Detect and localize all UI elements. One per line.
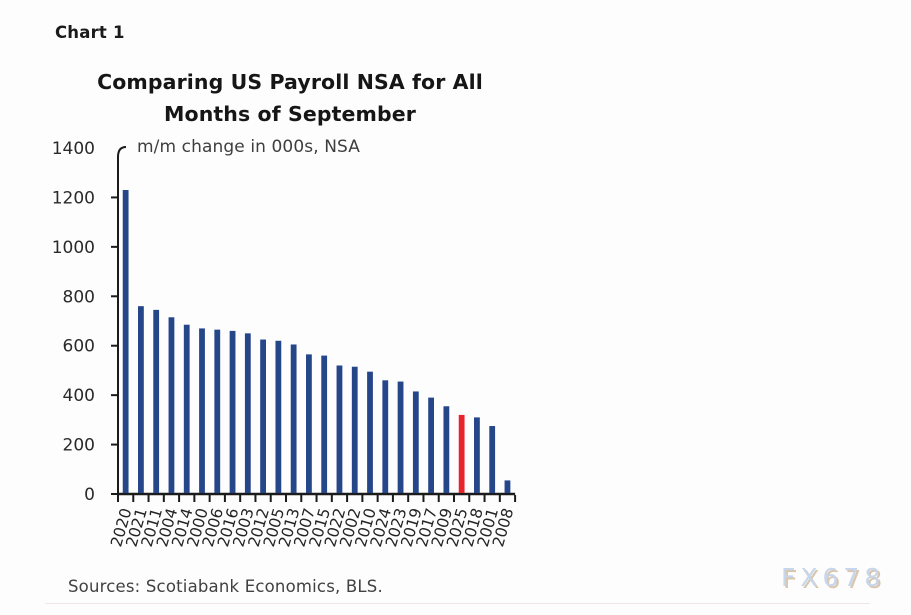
watermark: FX678 [781,563,886,592]
bottom-divider [45,603,870,604]
bar-2009 [443,406,450,493]
bar-2013 [290,344,297,493]
y-tick-label: 1400 [52,139,95,159]
bar-2004 [168,317,175,493]
bar-2021 [138,306,144,493]
bar-2000 [199,328,205,493]
bar-2015 [321,355,328,493]
bar-2018 [474,417,480,493]
bar-2022 [336,365,343,493]
y-tick-label: 800 [63,287,95,307]
chart-title: Comparing US Payroll NSA for All Months … [60,66,520,130]
y-tick-label: 0 [84,485,95,505]
bar-2024 [382,380,389,493]
bar-2002 [351,366,358,493]
source-note: Sources: Scotiabank Economics, BLS. [68,577,383,596]
y-tick-label: 1200 [52,188,95,208]
chart-title-line2: Months of September [164,102,416,126]
bar-2006 [214,329,221,493]
bar-2023 [397,381,404,493]
y-tick-label: 200 [63,436,95,456]
figure-label: Chart 1 [55,23,125,42]
y-tick-label: 600 [63,337,95,357]
y-tick-label: 400 [63,386,95,406]
bar-2012 [260,339,266,493]
bar-2008 [504,480,511,493]
bar-2017 [428,397,434,493]
bar-2007 [306,354,312,493]
bar-2001 [489,426,496,493]
y-tick-label: 1000 [52,238,95,258]
bar-2005 [275,340,282,493]
bar-2003 [244,333,251,493]
y-axis-line [117,146,127,494]
bar-2020 [122,190,129,493]
chart-subtitle: m/m change in 000s, NSA [137,137,360,157]
bar-2016 [229,330,236,493]
bar-2019 [412,391,419,493]
bar-2025 [458,414,465,493]
chart-title-line1: Comparing US Payroll NSA for All [97,70,483,94]
bar-2011 [153,309,160,493]
bar-2014 [183,324,190,493]
bar-2010 [367,371,373,493]
